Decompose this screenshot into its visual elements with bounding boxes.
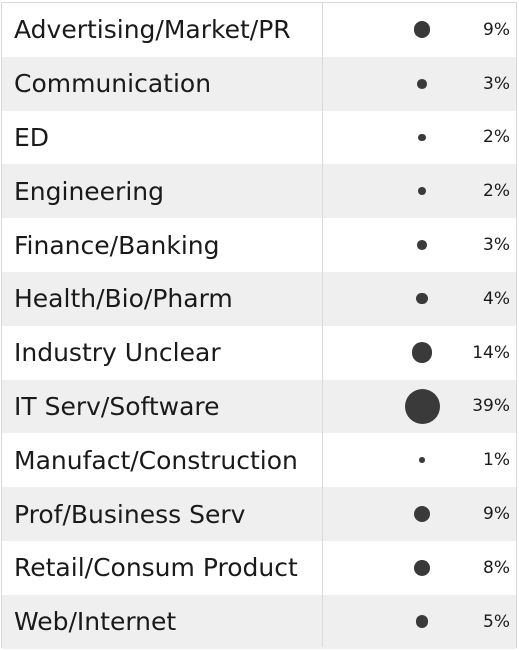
value-dot (417, 78, 427, 89)
value-dot (417, 240, 427, 250)
category-label: Web/Internet (14, 607, 177, 637)
table-row: Manufact/Construction 1% (2, 433, 516, 487)
percent-label: 2% (483, 181, 510, 202)
category-label: Advertising/Market/PR (14, 15, 291, 45)
category-label: Finance/Banking (14, 230, 220, 260)
value-dot (419, 457, 425, 464)
category-label: Retail/Consum Product (14, 553, 298, 583)
percent-label: 9% (483, 504, 510, 525)
category-label: Prof/Business Serv (14, 499, 246, 529)
percent-label: 2% (483, 127, 510, 148)
percent-label: 3% (483, 235, 510, 256)
value-dot (413, 21, 431, 39)
value-dot (414, 559, 430, 576)
percent-label: 14% (472, 342, 510, 363)
column-divider (322, 3, 323, 647)
category-label: Engineering (14, 176, 164, 206)
table-row: ED 2% (2, 111, 516, 165)
percent-label: 8% (483, 557, 510, 578)
table-row: Communication 3% (2, 56, 516, 111)
value-dot (413, 505, 431, 523)
value-dot (415, 615, 429, 628)
value-dot (416, 293, 428, 305)
value-dot (418, 187, 426, 196)
table-row: Advertising/Market/PR 9% (2, 3, 516, 57)
value-dot (418, 133, 426, 142)
category-label: Manufact/Construction (14, 445, 298, 475)
table-row: Industry Unclear 14% (2, 326, 516, 380)
category-label: Communication (14, 69, 212, 99)
table-row: Web/Internet 5% (2, 594, 516, 649)
table-row: Prof/Business Serv 9% (2, 487, 516, 541)
percent-label: 9% (483, 19, 510, 40)
category-label: Health/Bio/Pharm (14, 284, 233, 314)
value-dot (411, 342, 433, 364)
table-row: Engineering 2% (2, 164, 516, 219)
table-row: Retail/Consum Product 8% (2, 541, 516, 595)
percent-label: 5% (483, 611, 510, 632)
percent-label: 3% (483, 73, 510, 94)
category-label: Industry Unclear (14, 338, 221, 368)
value-dot (404, 388, 440, 424)
percent-label: 39% (472, 396, 510, 417)
category-label: IT Serv/Software (14, 391, 220, 421)
category-label: ED (14, 122, 50, 152)
table-row: Finance/Banking 3% (2, 218, 516, 272)
table-row: IT Serv/Software 39% (2, 379, 516, 434)
percent-label: 1% (483, 450, 510, 471)
percent-label: 4% (483, 288, 510, 309)
table-row: Health/Bio/Pharm 4% (2, 272, 516, 326)
